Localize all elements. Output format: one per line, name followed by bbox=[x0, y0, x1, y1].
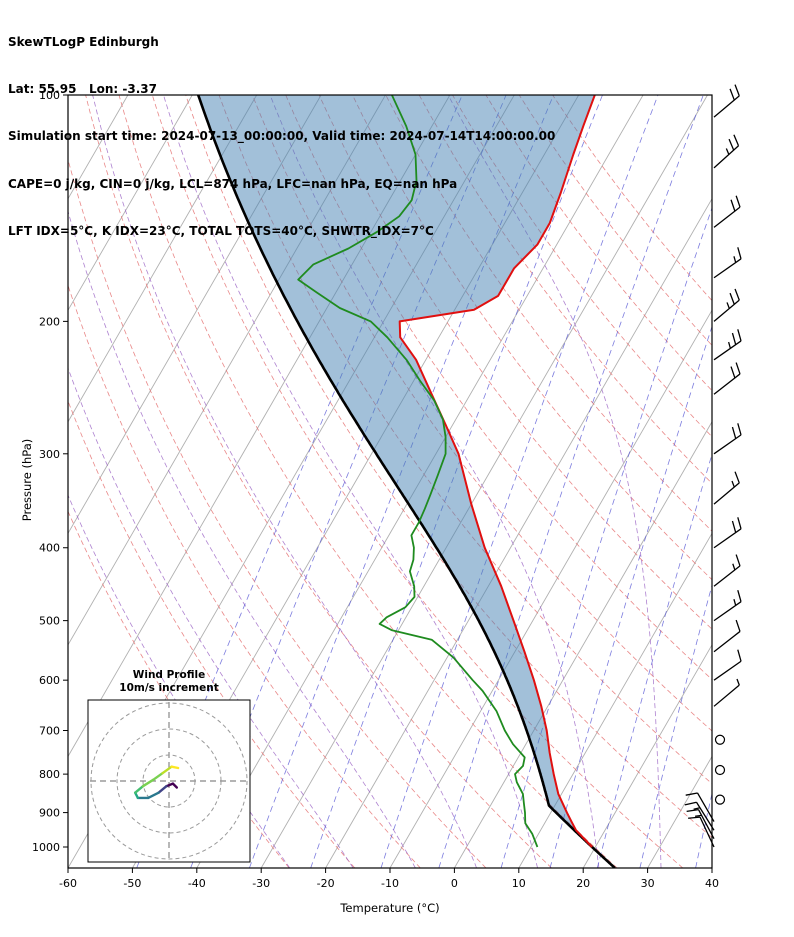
svg-text:-60: -60 bbox=[59, 877, 77, 890]
svg-text:-30: -30 bbox=[252, 877, 270, 890]
svg-text:100: 100 bbox=[39, 89, 60, 102]
temperature-line bbox=[398, 95, 596, 848]
svg-text:30: 30 bbox=[641, 877, 655, 890]
svg-text:1000: 1000 bbox=[32, 841, 60, 854]
svg-text:-40: -40 bbox=[188, 877, 206, 890]
svg-text:-10: -10 bbox=[381, 877, 399, 890]
chart-indices-line1: CAPE=0 j/kg, CIN=0 j/kg, LCL=874 hPa, LF… bbox=[8, 176, 458, 191]
y-axis-title: Pressure (hPa) bbox=[20, 438, 34, 522]
svg-text:0: 0 bbox=[451, 877, 458, 890]
svg-text:200: 200 bbox=[39, 315, 60, 328]
plot-area bbox=[68, 95, 712, 868]
x-axis: -60 -50 -40 -30 -20 -10 0 10 20 30 40 bbox=[59, 868, 719, 890]
x-axis-title: Temperature (°C) bbox=[340, 901, 440, 915]
chart-indices-line2: LFT IDX=5°C, K IDX=23°C, TOTAL TOTS=40°C… bbox=[8, 224, 434, 239]
svg-text:-20: -20 bbox=[317, 877, 335, 890]
chart-latlon: Lat: 55.95 Lon: -3.37 bbox=[8, 81, 157, 96]
cin-shading bbox=[198, 95, 595, 847]
parcel-line bbox=[196, 95, 616, 868]
wind-barbs bbox=[684, 84, 742, 848]
svg-text:300: 300 bbox=[39, 448, 60, 461]
chart-title: SkewTLogP Edinburgh bbox=[8, 34, 159, 49]
chart-header: SkewTLogP Edinburgh Lat: 55.95 Lon: -3.3… bbox=[8, 3, 555, 272]
svg-text:900: 900 bbox=[39, 807, 60, 820]
svg-text:500: 500 bbox=[39, 615, 60, 628]
dewpoint-line bbox=[297, 95, 539, 848]
svg-text:40: 40 bbox=[705, 877, 719, 890]
calm-wind-marker bbox=[714, 794, 726, 805]
svg-text:600: 600 bbox=[39, 674, 60, 687]
hodograph-inset bbox=[87, 699, 251, 863]
svg-text:700: 700 bbox=[39, 725, 60, 738]
svg-text:-50: -50 bbox=[123, 877, 141, 890]
calm-wind-marker bbox=[714, 734, 726, 745]
svg-text:400: 400 bbox=[39, 542, 60, 555]
svg-text:20: 20 bbox=[576, 877, 590, 890]
svg-text:10: 10 bbox=[512, 877, 526, 890]
hodograph-title: Wind Profile 10m/s increment bbox=[88, 669, 250, 695]
hodograph-title-line1: Wind Profile bbox=[132, 669, 206, 681]
hodograph-title-line2: 10m/s increment bbox=[119, 682, 219, 694]
chart-times: Simulation start time: 2024-07-13_00:00:… bbox=[8, 129, 556, 144]
y-axis: 100 200 300 400 500 600 700 800 900 1000 bbox=[32, 89, 68, 854]
calm-wind-marker bbox=[714, 764, 726, 776]
svg-text:800: 800 bbox=[39, 768, 60, 781]
